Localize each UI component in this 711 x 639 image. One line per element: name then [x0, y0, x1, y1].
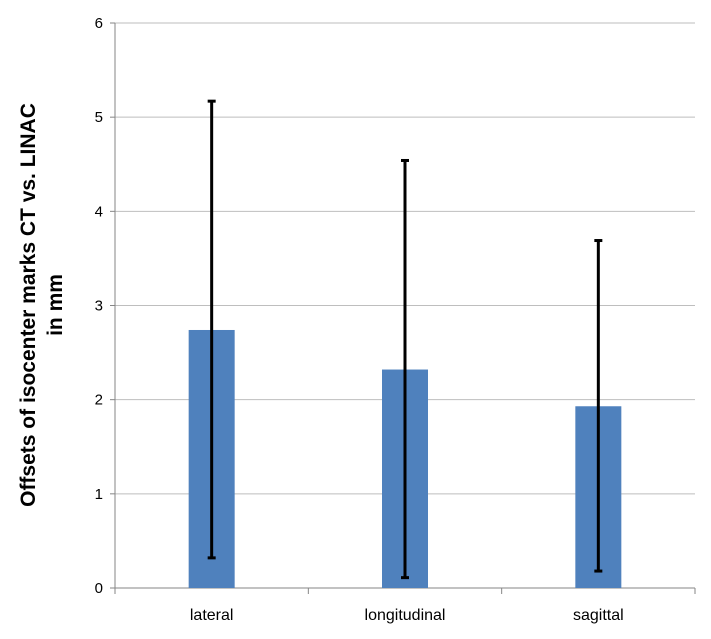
error-bars: [207, 99, 603, 580]
y-tick-labels: 0 1 2 3 4 5 6: [95, 15, 103, 597]
error-bar-sagittal: [594, 239, 603, 573]
y-tick-label: 2: [95, 392, 103, 409]
y-tick-label: 1: [95, 486, 103, 503]
x-category-label-longitudinal: longitudinal: [365, 607, 446, 624]
y-axis-title-line2: in mm: [44, 274, 67, 336]
error-bar-longitudinal: [401, 158, 409, 580]
x-category-label-lateral: lateral: [190, 607, 234, 624]
y-tick-label: 4: [95, 203, 103, 220]
y-tick-label: 3: [95, 298, 103, 315]
error-bar-lateral: [207, 99, 216, 560]
y-tick-label: 0: [95, 580, 103, 597]
x-category-label-sagittal: sagittal: [573, 607, 624, 624]
y-tick-label: 6: [95, 15, 103, 32]
y-tick-label: 5: [95, 109, 103, 126]
x-category-labels: lateral longitudinal sagittal: [114, 588, 696, 624]
y-axis-title-line1: Offsets of isocenter marks CT vs. LINAC: [17, 103, 40, 507]
